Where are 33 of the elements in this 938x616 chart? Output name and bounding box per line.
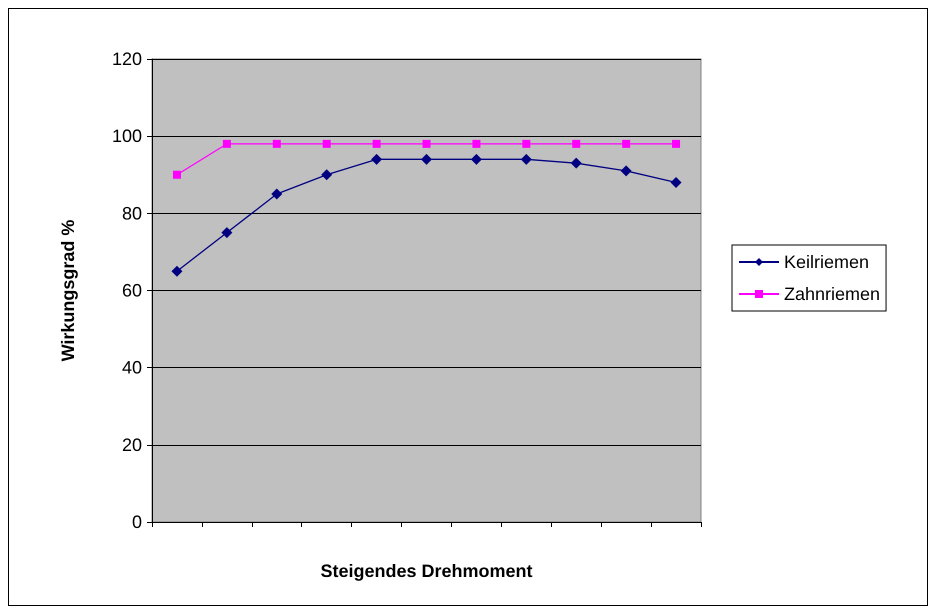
- y-tick-label: 80: [122, 203, 142, 224]
- legend-label: Keilriemen: [784, 252, 870, 272]
- point: [422, 140, 430, 148]
- y-tick-label: 20: [122, 434, 142, 455]
- y-tick-label: 60: [122, 280, 142, 300]
- y-tick-label: 40: [122, 358, 142, 378]
- y-tick-label: 0: [132, 512, 142, 532]
- point: [371, 154, 382, 165]
- point: [520, 154, 532, 165]
- point: [222, 140, 231, 148]
- point: [572, 140, 580, 148]
- point: [172, 170, 181, 179]
- point: [171, 266, 182, 277]
- point: [672, 140, 680, 148]
- y-tick-label: 120: [112, 49, 142, 69]
- y-tick-label: 100: [112, 126, 142, 146]
- point: [470, 154, 482, 165]
- x-axis-title: Steigendes Drehmoment: [320, 561, 533, 581]
- legend-label: Zahnriemen: [784, 284, 880, 304]
- point: [221, 227, 232, 238]
- point: [372, 140, 381, 148]
- point: [271, 188, 282, 200]
- y-axis-title: Wirkungsgrad %: [58, 220, 78, 362]
- point: [321, 169, 332, 180]
- point: [670, 176, 682, 188]
- point: [522, 140, 530, 148]
- point: [472, 140, 480, 148]
- point: [322, 140, 331, 148]
- point: [570, 158, 582, 169]
- point: [620, 165, 632, 176]
- point: [272, 140, 281, 148]
- point: [421, 154, 432, 165]
- point: [622, 140, 630, 148]
